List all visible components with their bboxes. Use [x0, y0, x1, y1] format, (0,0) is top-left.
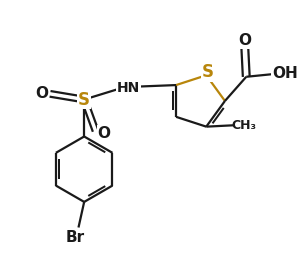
Text: O: O	[238, 33, 251, 48]
Text: O: O	[98, 126, 111, 141]
Text: Br: Br	[66, 230, 85, 245]
Text: O: O	[35, 86, 48, 101]
Text: S: S	[202, 63, 214, 81]
Text: CH₃: CH₃	[231, 119, 256, 132]
Text: HN: HN	[117, 81, 140, 95]
Text: OH: OH	[272, 66, 297, 81]
Text: S: S	[78, 91, 90, 109]
